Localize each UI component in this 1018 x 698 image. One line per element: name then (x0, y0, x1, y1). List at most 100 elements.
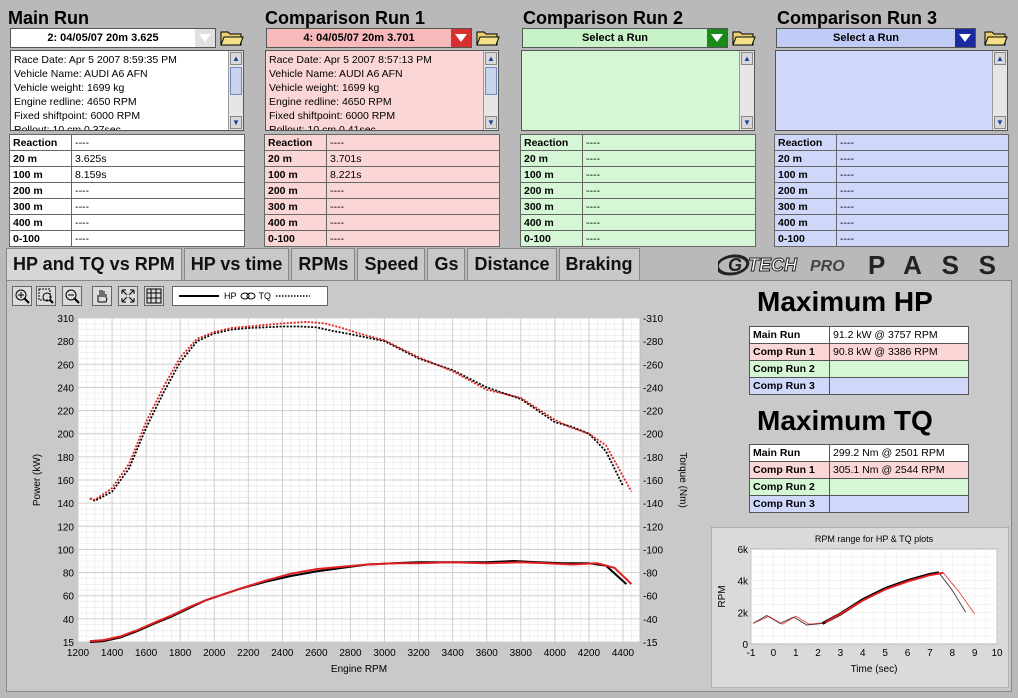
x-tick-label: 2200 (237, 648, 260, 659)
x-tick-label: 10 (991, 648, 1003, 659)
table-row: 0-100 ---- (264, 230, 500, 247)
chevron-down-icon[interactable] (707, 29, 727, 47)
chevron-down-icon[interactable] (195, 29, 215, 47)
zoom-out-icon[interactable] (62, 286, 82, 306)
y-tick-label: 200 (57, 430, 74, 441)
x-tick-label: 1800 (169, 648, 192, 659)
comp-run-3-info: ▲ ▼ (775, 50, 1008, 131)
open-folder-icon[interactable] (476, 29, 500, 47)
x-tick-label: 3600 (476, 648, 499, 659)
legend-dotted-line (276, 295, 311, 297)
x-tick-label: 1200 (67, 648, 90, 659)
chevron-down-icon[interactable] (451, 29, 471, 47)
scrollbar[interactable]: ▲ ▼ (739, 51, 754, 130)
table-row: Comp Run 3 (749, 377, 969, 395)
tab-distance[interactable]: Distance (467, 248, 557, 280)
comp-run-1-select[interactable]: 4: 04/05/07 20m 3.701 (266, 28, 472, 48)
y-tick-label: 220 (57, 407, 74, 418)
tab-gs[interactable]: Gs (427, 248, 466, 280)
tab-hp-tq-vs-rpm[interactable]: HP and TQ vs RPM (6, 248, 182, 280)
scroll-up-icon[interactable]: ▲ (994, 52, 1006, 65)
table-row: Reaction ---- (520, 134, 756, 151)
max-row-value (829, 495, 969, 513)
x-tick-label: 1400 (101, 648, 124, 659)
grid-toggle-icon[interactable] (144, 286, 164, 306)
y-tick-label: 6k (737, 545, 749, 556)
open-folder-icon[interactable] (220, 29, 244, 47)
scroll-thumb[interactable] (485, 67, 497, 95)
max-row-label: Main Run (749, 444, 830, 462)
chevron-down-icon[interactable] (955, 29, 975, 47)
pan-hand-icon[interactable] (92, 286, 112, 306)
y2-tick-label: -60 (643, 592, 658, 603)
tab-braking[interactable]: Braking (558, 248, 640, 280)
zoom-region-icon[interactable] (36, 286, 56, 306)
run-info-line: Race Date: Apr 5 2007 8:59:35 PM (14, 54, 177, 66)
open-folder-icon[interactable] (732, 29, 756, 47)
time-label: 300 m (774, 198, 837, 215)
y2-tick-label: -220 (643, 407, 663, 418)
time-label: 400 m (264, 214, 327, 231)
time-label: 100 m (774, 166, 837, 183)
table-row: Main Run 91.2 kW @ 3757 RPM (749, 326, 969, 344)
main-run-select-value: 2: 04/05/07 20m 3.625 (47, 32, 159, 44)
max-row-label: Comp Run 3 (749, 377, 830, 395)
time-label: 20 m (774, 150, 837, 167)
time-value: 8.221s (326, 166, 500, 183)
scroll-thumb[interactable] (230, 67, 242, 95)
y-tick-label: 310 (57, 314, 74, 325)
scroll-up-icon[interactable]: ▲ (741, 52, 753, 65)
run-info-line: Rollout: 10 cm 0.41sec (269, 124, 376, 131)
x-tick-label: 3 (838, 648, 844, 659)
time-value: ---- (836, 230, 1009, 247)
main-run-info: Race Date: Apr 5 2007 8:59:35 PM Vehicle … (10, 50, 244, 131)
tab-speed[interactable]: Speed (357, 248, 426, 280)
zoom-in-icon[interactable] (12, 286, 32, 306)
y2-tick-label: -140 (643, 499, 663, 510)
scrollbar[interactable]: ▲ ▼ (992, 51, 1007, 130)
comp-run-3-select[interactable]: Select a Run (776, 28, 976, 48)
table-row: Reaction ---- (774, 134, 1009, 151)
comp-run-2-select[interactable]: Select a Run (522, 28, 728, 48)
tab-hp-vs-time[interactable]: HP vs time (183, 248, 290, 280)
max-tq-table: Main Run 299.2 Nm @ 2501 RPM Comp Run 1 305… (749, 444, 969, 513)
table-row: 100 m 8.159s (9, 166, 245, 183)
scroll-down-icon[interactable]: ▼ (741, 116, 753, 129)
time-label: 300 m (264, 198, 327, 215)
main-run-title: Main Run (8, 8, 89, 28)
scrollbar[interactable]: ▲ ▼ (228, 51, 243, 130)
table-row: 300 m ---- (520, 198, 756, 215)
y2-tick-label: -180 (643, 453, 663, 464)
gtech-pro-pass-logo: G TECH PRO PASS (715, 250, 1008, 280)
open-folder-icon[interactable] (984, 29, 1008, 47)
scroll-down-icon[interactable]: ▼ (994, 116, 1006, 129)
tab-rpms[interactable]: RPMs (291, 248, 356, 280)
autoscale-icon[interactable] (118, 286, 138, 306)
comp-run-1-info: Race Date: Apr 5 2007 8:57:13 PM Vehicle … (265, 50, 499, 131)
time-value: ---- (836, 134, 1009, 151)
run-info-line: Vehicle weight: 1699 kg (269, 82, 380, 94)
x-tick-label: 2600 (305, 648, 328, 659)
run-info-line: Race Date: Apr 5 2007 8:57:13 PM (269, 54, 432, 66)
time-label: 400 m (520, 214, 583, 231)
scroll-up-icon[interactable]: ▲ (485, 52, 497, 65)
time-label: 200 m (9, 182, 72, 199)
scroll-down-icon[interactable]: ▼ (230, 116, 242, 129)
y2-tick-label: -200 (643, 430, 663, 441)
time-value: ---- (582, 150, 756, 167)
main-run-select[interactable]: 2: 04/05/07 20m 3.625 (10, 28, 216, 48)
scroll-down-icon[interactable]: ▼ (485, 116, 497, 129)
run-info-line: Engine redline: 4650 RPM (14, 96, 137, 108)
time-label: 100 m (9, 166, 72, 183)
x-tick-label: 5 (882, 648, 888, 659)
run-info-line: Vehicle Name: AUDI A6 AFN (269, 68, 403, 80)
y-tick-label: 80 (63, 569, 75, 580)
max-row-value: 299.2 Nm @ 2501 RPM (829, 444, 969, 462)
table-row: Comp Run 2 (749, 360, 969, 378)
scroll-up-icon[interactable]: ▲ (230, 52, 242, 65)
comp-run-1-select-value: 4: 04/05/07 20m 3.701 (303, 32, 415, 44)
time-label: 0-100 (774, 230, 837, 247)
scrollbar[interactable]: ▲ ▼ (483, 51, 498, 130)
view-tabs: HP and TQ vs RPM HP vs time RPMs Speed G… (6, 248, 642, 280)
time-value: ---- (326, 230, 500, 247)
